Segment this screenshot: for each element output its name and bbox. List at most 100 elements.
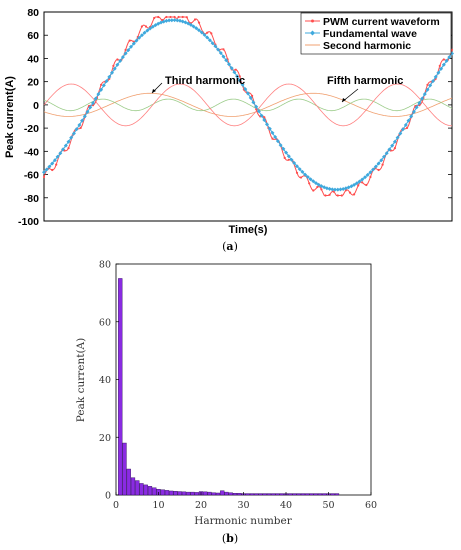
- pwm-marker: [100, 83, 103, 86]
- pwm-marker: [438, 64, 441, 67]
- fundamental-marker: [262, 118, 267, 122]
- fundamental-marker: [352, 182, 357, 187]
- pwm-marker: [442, 58, 445, 61]
- fundamental-marker: [292, 161, 297, 165]
- pwm-marker: [55, 163, 58, 166]
- bar-harmonic-18: [190, 491, 195, 496]
- fundamental-marker: [401, 127, 405, 132]
- fundamental-marker: [218, 51, 223, 55]
- fundamental-marker: [61, 147, 65, 152]
- panel-a-y-tick-label: 0: [33, 100, 39, 112]
- pwm-marker: [42, 175, 46, 179]
- fundamental-marker: [256, 109, 261, 114]
- fundamental-marker: [194, 26, 199, 31]
- pwm-marker: [328, 193, 331, 196]
- pwm-marker: [357, 184, 360, 187]
- panel-a-y-tick-label: -20: [24, 123, 39, 135]
- fundamental-marker: [191, 24, 196, 29]
- fundamental-marker: [47, 164, 52, 169]
- fundamental-marker: [376, 161, 381, 166]
- panel-a-y-ticks: -100 -80 -60 -40 -20 0 20 40 60 80: [18, 7, 452, 228]
- fundamental-marker: [134, 38, 139, 43]
- fundamental-marker: [137, 35, 142, 40]
- fundamental-marker: [44, 167, 49, 172]
- panel-b-y-tick-label: 40: [99, 375, 111, 386]
- fundamental-marker: [69, 135, 74, 140]
- fundamental-marker: [52, 158, 57, 163]
- fundamental-marker: [273, 135, 278, 139]
- pwm-marker: [353, 193, 356, 196]
- fundamental-marker: [91, 101, 95, 105]
- panel-b-x-ticks: 0 10 20 30 40 50 60: [113, 492, 377, 511]
- panel-b-bars: [118, 278, 340, 496]
- panel-b-caption: (b): [222, 532, 238, 545]
- bar-harmonic-31: [245, 493, 250, 496]
- fundamental-marker: [403, 123, 408, 127]
- bar-harmonic-24: [215, 492, 221, 496]
- bar-harmonic-4: [130, 477, 136, 496]
- bar-harmonic-45: [305, 493, 310, 496]
- pwm-marker: [348, 191, 352, 194]
- fundamental-marker: [327, 186, 332, 191]
- fundamental-marker: [107, 74, 112, 79]
- fundamental-marker: [420, 96, 425, 101]
- fundamental-marker: [251, 100, 256, 105]
- bar-harmonic-42: [292, 493, 297, 496]
- fundamental-marker: [118, 58, 123, 63]
- fundamental-marker: [379, 158, 384, 163]
- bar-harmonic-43: [296, 493, 301, 496]
- fundamental-marker: [387, 147, 392, 152]
- bar-harmonic-33: [254, 493, 259, 496]
- pwm-marker: [79, 126, 82, 129]
- bar-harmonic-17: [186, 491, 191, 496]
- bar-harmonic-44: [300, 493, 306, 496]
- fundamental-marker: [42, 170, 46, 175]
- bar-harmonic-37: [271, 493, 276, 496]
- fundamental-marker: [210, 41, 215, 46]
- bar-harmonic-48: [317, 493, 323, 496]
- bar-harmonic-12: [164, 490, 170, 496]
- pwm-marker: [369, 175, 372, 179]
- fundamental-marker: [153, 23, 158, 28]
- bar-harmonic-3: [126, 468, 131, 496]
- fundamental-marker: [354, 181, 359, 186]
- pwm-marker: [332, 190, 335, 193]
- fundamental-marker: [131, 41, 136, 46]
- fundamental-marker: [88, 105, 93, 110]
- fundamental-marker: [150, 24, 155, 29]
- panel-b-y-ticks: 0 20 40 60 80: [99, 260, 119, 502]
- pwm-marker: [206, 31, 209, 34]
- panel-a-caption: (a): [222, 240, 238, 253]
- pwm-marker: [144, 25, 148, 28]
- fundamental-marker: [305, 175, 310, 179]
- fundamental-marker: [439, 66, 444, 71]
- fundamental-marker: [74, 127, 79, 132]
- pwm-marker: [320, 188, 323, 191]
- bar-harmonic-39: [279, 493, 284, 496]
- fundamental-marker: [232, 70, 237, 75]
- fundamental-marker: [229, 66, 234, 71]
- fundamental-marker: [395, 135, 400, 140]
- fundamental-marker: [368, 170, 373, 175]
- fundamental-marker: [431, 79, 435, 84]
- pwm-marker: [450, 48, 454, 52]
- bar-harmonic-23: [211, 492, 216, 496]
- panel-a-annotations: Third harmonic Fifth harmonic: [151, 75, 403, 103]
- fundamental-marker: [243, 87, 248, 92]
- pwm-marker: [165, 15, 168, 19]
- panel-a-y-tick-label: -40: [24, 146, 39, 158]
- fundamental-marker: [164, 18, 169, 23]
- pwm-marker: [197, 21, 201, 24]
- fundamental-marker: [85, 109, 90, 114]
- bar-harmonic-26: [224, 491, 229, 496]
- fundamental-marker: [197, 28, 201, 33]
- panel-b-x-tick-label: 50: [322, 500, 334, 511]
- bar-harmonic-15: [177, 491, 182, 496]
- pwm-marker: [185, 16, 188, 19]
- fundamental-marker: [371, 167, 376, 172]
- bar-harmonic-1: [118, 278, 123, 496]
- fundamental-marker: [82, 114, 87, 119]
- bar-harmonic-51: [330, 493, 335, 496]
- fundamental-marker: [227, 62, 231, 67]
- fundamental-marker: [139, 33, 144, 38]
